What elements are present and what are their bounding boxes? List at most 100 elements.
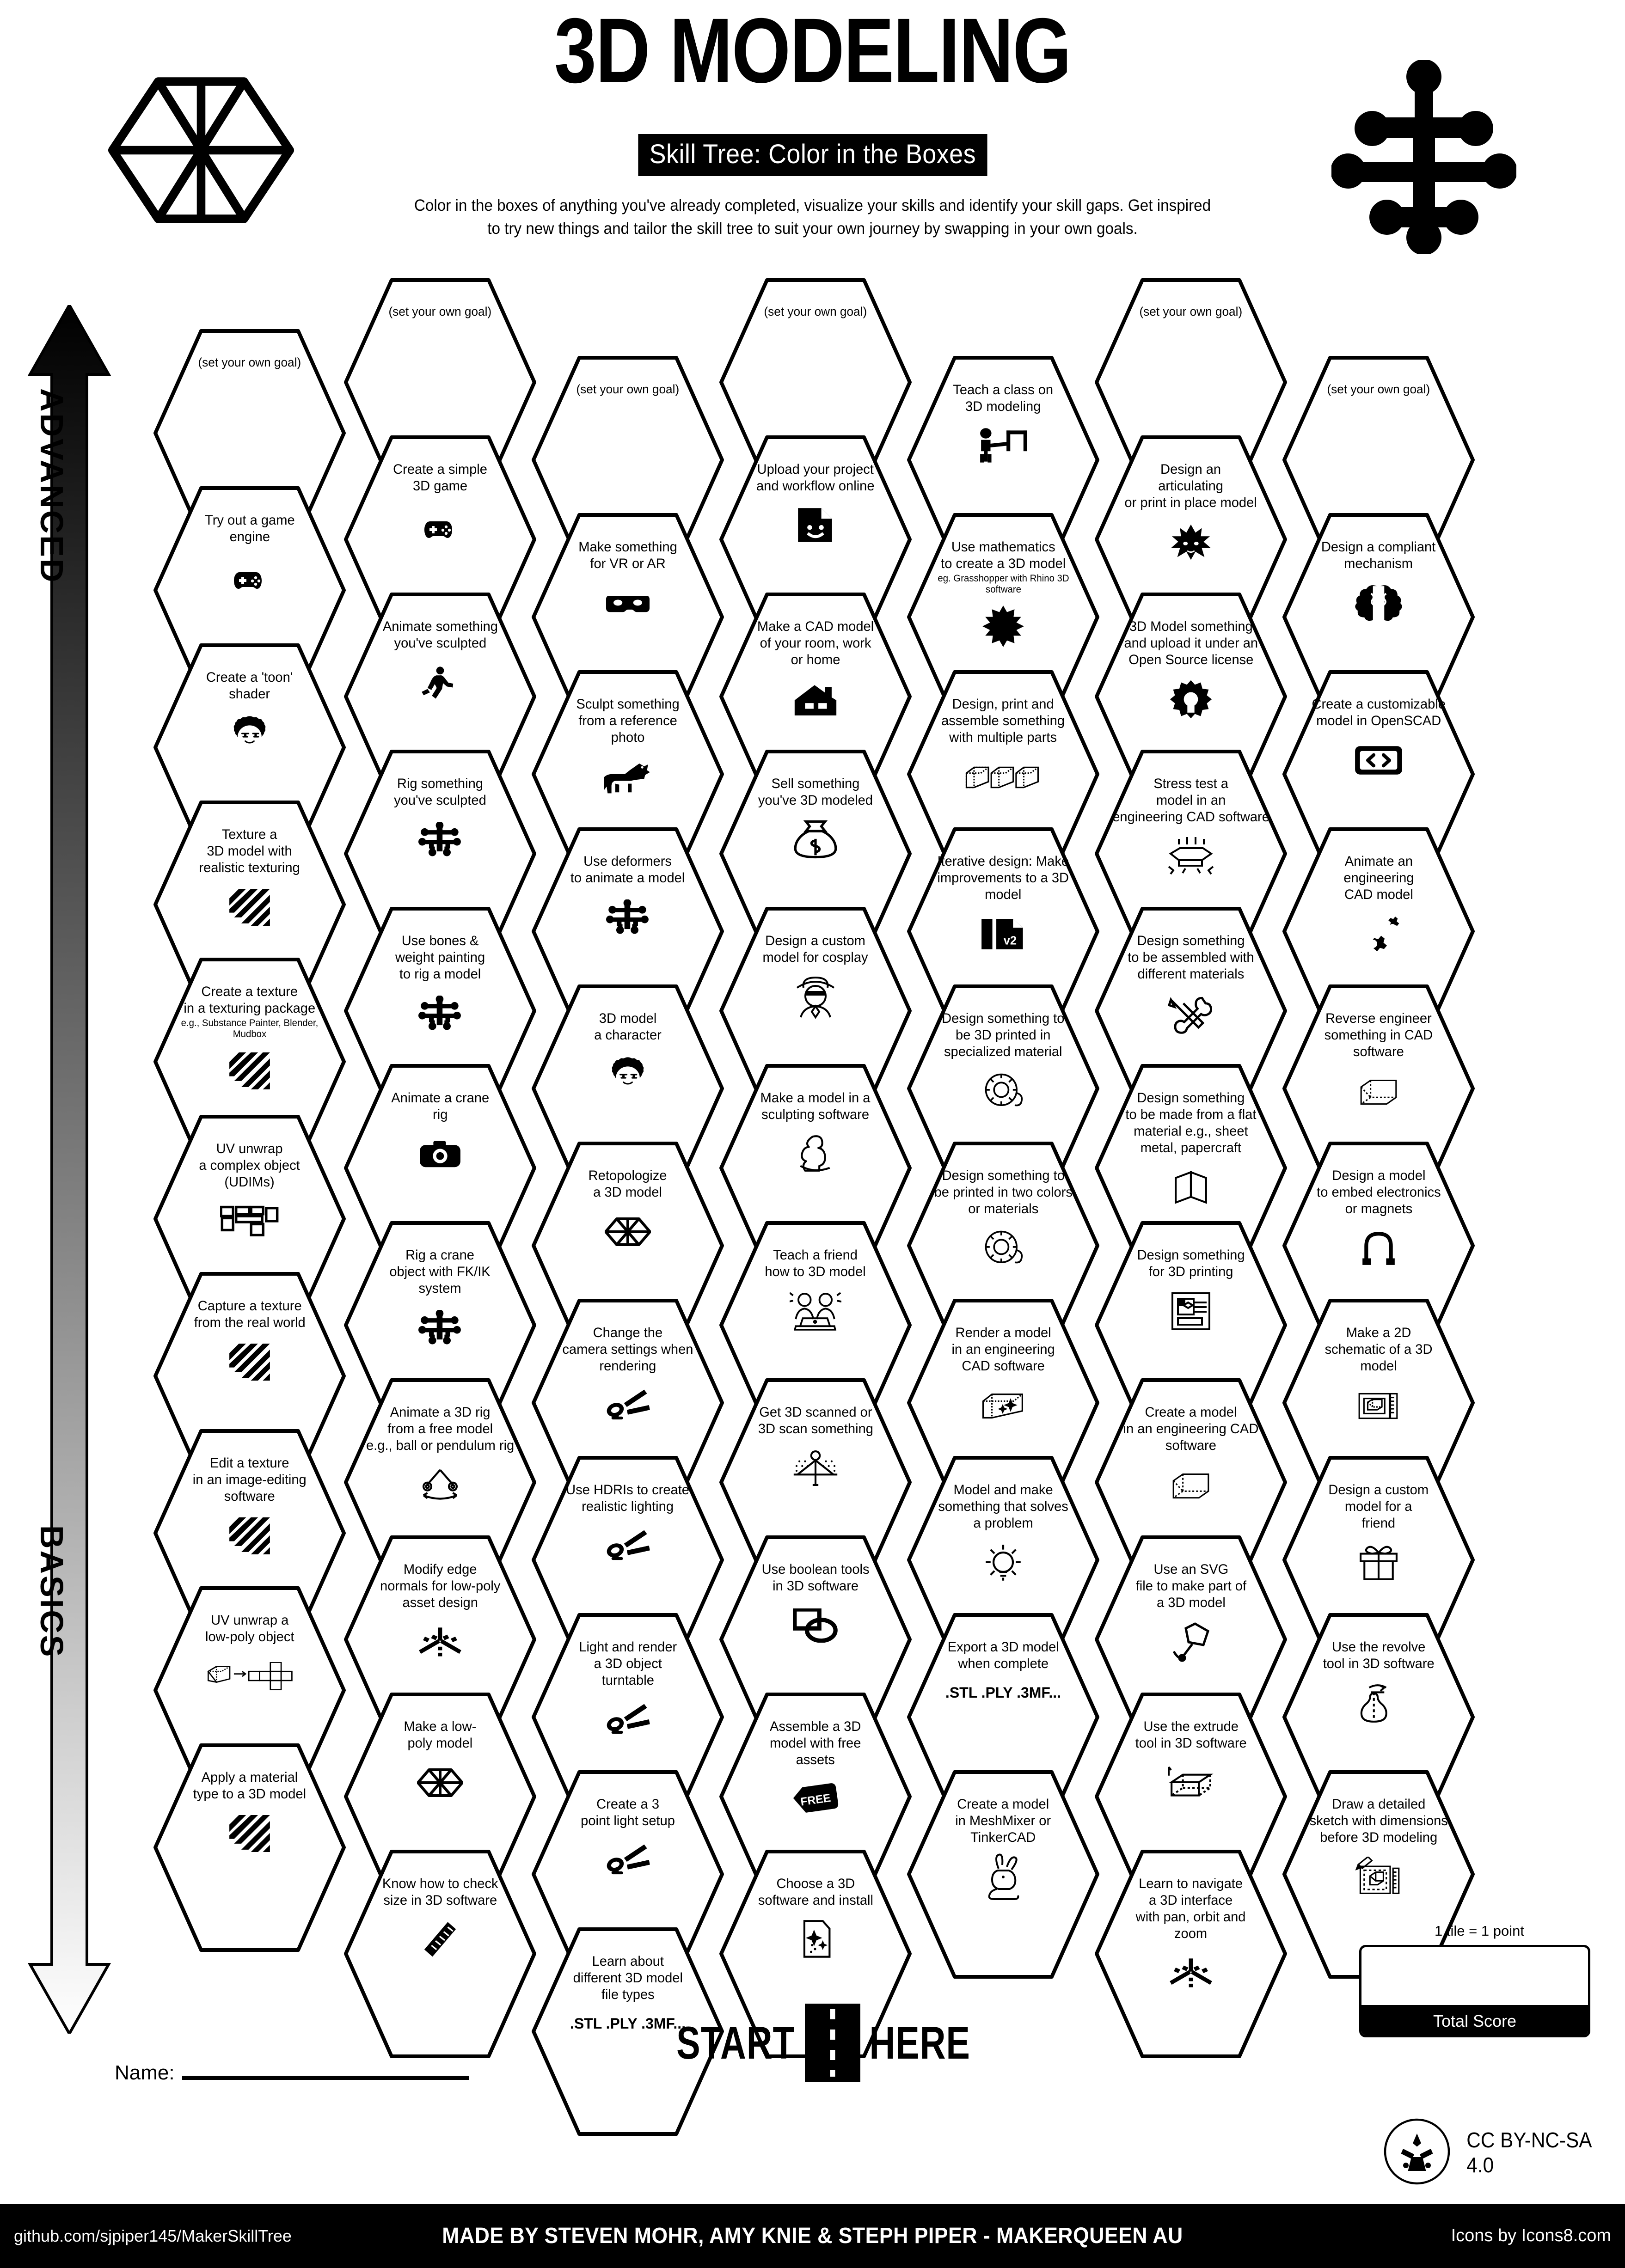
start-here-marker: START HERE (647, 2001, 999, 2085)
skill-tile-label: Animate something you've sculpted (382, 619, 498, 651)
skill-tile[interactable]: Edit a texture in an image-editing softwar… (153, 1428, 347, 1638)
skill-tile[interactable]: Design something to be 3D printed in speci… (906, 984, 1100, 1194)
studio-light-icon (604, 1694, 652, 1745)
license-block: CC BY-NC-SA 4.0 (1382, 2117, 1625, 2188)
skill-tile[interactable]: (set your own goal) (153, 328, 347, 538)
skill-tile-label: Design a model to embed electronics or mag… (1316, 1168, 1441, 1217)
skill-tile[interactable]: Design a compliant mechanism (1282, 512, 1476, 722)
skill-tile-label: Try out a game engine (204, 513, 295, 544)
studio-light-icon (604, 1835, 652, 1886)
skill-tile-label: Retopologize a 3D model (589, 1168, 667, 1200)
skill-tile[interactable]: 3D Model something and upload it under an… (1094, 592, 1288, 802)
gears-icon (1355, 909, 1402, 960)
name-field[interactable]: Name: (115, 2061, 469, 2085)
skill-tile[interactable]: Design, print and assemble something with … (906, 669, 1100, 880)
skill-tile-label: Create a texture in a texturing package (184, 984, 316, 1016)
wire-cube-icon (1357, 1066, 1400, 1117)
skill-tile[interactable]: Draw a detailed sketch with dimensions bef… (1282, 1769, 1476, 1980)
skill-tile[interactable]: Design something for 3D printing (1094, 1220, 1288, 1430)
skill-tile[interactable]: Learn to navigate a 3D interface with pan,… (1094, 1849, 1288, 2059)
skill-tile[interactable]: Reverse engineer something in CAD software (1282, 984, 1476, 1194)
skill-tile[interactable]: Teach a friend how to 3D model (718, 1220, 913, 1430)
skill-tile[interactable]: Use mathematics to create a 3D model eg. G… (906, 512, 1100, 722)
skill-tile-label: Assemble a 3D model with free assets (770, 1719, 861, 1767)
total-score-caption: Total Score (1361, 2005, 1588, 2035)
name-input-rule[interactable] (182, 2076, 469, 2080)
skill-tile-label: Make a CAD model of your room, work or hom… (757, 619, 874, 667)
pen-tool-icon (1170, 1617, 1212, 1668)
schematic-icon (1356, 1380, 1401, 1431)
skill-tile[interactable]: Apply a material type to a 3D model (153, 1742, 347, 1953)
skill-tile[interactable]: Create a model in MeshMixer or TinkerCAD (906, 1769, 1100, 1980)
skill-tile[interactable]: Design an articulating or print in place m… (1094, 434, 1288, 645)
footer-credits: MADE BY STEVEN MOHR, AMY KNIE & STEPH PI… (442, 2224, 1183, 2248)
footer-icon-credit[interactable]: Icons by Icons8.com (1451, 2226, 1611, 2245)
install-icon (797, 1914, 834, 1965)
file-types-text: .STL .PLY .3MF... (945, 1684, 1061, 1701)
footer-repo-link[interactable]: github.com/sjpiper145/MakerSkillTree (14, 2226, 292, 2245)
skill-tile[interactable]: Export a 3D model when complete .STL .PLY … (906, 1612, 1100, 1822)
skill-tile-label: Apply a material type to a 3D model (193, 1770, 307, 1802)
skill-tile-label: Iterative design: Make improvements to a … (937, 854, 1069, 902)
skill-tile-label: Make a model in a sculpting software (760, 1090, 871, 1122)
brain-icon (1355, 578, 1403, 629)
skill-tile-label: Choose a 3D software and install (758, 1876, 873, 1908)
skill-tile[interactable]: Animate an engineering CAD model (1282, 826, 1476, 1037)
skill-tile[interactable]: Stress test a model in an engineering CAD … (1094, 749, 1288, 959)
folded-sheet-icon (1170, 1162, 1212, 1213)
skill-tile-label: Design something to be assembled with diff… (1128, 933, 1254, 982)
skill-tile[interactable]: Design something to be printed in two col… (906, 1141, 1100, 1351)
skill-tile[interactable]: Choose a 3D software and install (718, 1849, 913, 2059)
filament-spool-icon (980, 1223, 1026, 1274)
skill-tile[interactable]: Use an SVG file to make part of a 3D model (1094, 1534, 1288, 1745)
difficulty-axis: ADVANCED BASICS (18, 302, 120, 2037)
code-screen-icon (1354, 735, 1403, 786)
skill-tile[interactable]: Use HDRIs to create realistic lighting (531, 1455, 725, 1665)
skill-tile-label: Make a 2D schematic of a 3D model (1325, 1325, 1433, 1374)
skill-tile[interactable]: Try out a game engine (153, 485, 347, 696)
skill-tile[interactable]: Design something to be made from a flat ma… (1094, 1063, 1288, 1273)
file-types-text: .STL .PLY .3MF... (570, 2015, 686, 2032)
skill-tile[interactable]: Create a texture in a texturing package e.… (153, 957, 347, 1167)
skill-tile-label: (set your own goal) (764, 305, 867, 318)
skill-tile[interactable]: Use deformers to animate a model (531, 826, 725, 1037)
total-score-box[interactable]: Total Score (1359, 1945, 1590, 2037)
name-label: Name: (115, 2061, 175, 2084)
skill-tile[interactable]: Design something to be assembled with diff… (1094, 906, 1288, 1116)
skill-tile-label: (set your own goal) (1327, 382, 1430, 396)
skill-tile-label: Create a model in MeshMixer or TinkerCAD (955, 1797, 1051, 1845)
skill-tile-label: Design, print and assemble something with … (941, 697, 1065, 745)
skill-tile-label: Teach a friend how to 3D model (765, 1247, 866, 1279)
skill-tile[interactable]: Use the extrude tool in 3D software (1094, 1692, 1288, 1902)
skill-tile[interactable]: Sell something you've 3D modeled (718, 749, 913, 959)
lowpoly-gem-icon (417, 1757, 463, 1808)
skill-tile[interactable]: Make a CAD model of your room, work or hom… (718, 592, 913, 802)
skill-tile[interactable]: Animate a 3D rig from a free model e.g., b… (343, 1377, 537, 1588)
skill-tile[interactable]: Model and make something that solves a pro… (906, 1455, 1100, 1665)
skill-tile[interactable]: Animate something you've sculpted (343, 592, 537, 802)
skill-tile-label: UV unwrap a complex object (UDIMs) (199, 1141, 300, 1190)
skill-tile[interactable]: Design a model to embed electronics or mag… (1282, 1141, 1476, 1351)
skill-tile[interactable]: Use the revolve tool in 3D software (1282, 1612, 1476, 1822)
normals-icon (1169, 1948, 1213, 1999)
skill-tile[interactable]: Change the camera settings when rendering (531, 1298, 725, 1508)
skill-tile[interactable]: Create a simple 3D game (343, 434, 537, 645)
skill-tile[interactable]: (set your own goal) (1094, 277, 1288, 488)
skill-tile-label: Create a simple 3D game (393, 462, 487, 494)
skill-tile-label: Use bones & weight painting to rig a model (395, 933, 485, 982)
skill-tile-label: Know how to check size in 3D software (382, 1876, 498, 1908)
skill-tile[interactable]: Make a 2D schematic of a 3D model (1282, 1298, 1476, 1508)
skill-tile[interactable]: Capture a texture from the real world (153, 1271, 347, 1481)
skill-tile[interactable]: Upload your project and workflow online (718, 434, 913, 645)
description-line-2: to try new things and tailor the skill t… (487, 219, 1138, 238)
skill-tile-label: Create a 3 point light setup (581, 1797, 675, 1828)
total-score-input[interactable] (1361, 1947, 1588, 2005)
skill-tile[interactable]: Get 3D scanned or 3D scan something (718, 1377, 913, 1588)
skill-tile[interactable]: Know how to check size in 3D software (343, 1849, 537, 2059)
skill-tile[interactable]: Learn about different 3D model file types.… (531, 1926, 725, 2137)
skill-tile[interactable]: Modify edge normals for low-poly asset des… (343, 1534, 537, 1745)
studio-light-icon (604, 1380, 652, 1431)
skill-tile[interactable]: Create a 'toon' shader (153, 642, 347, 853)
skill-tile-label: Reverse engineer something in CAD software (1324, 1011, 1433, 1059)
skill-tile-label: Animate a crane rig (391, 1090, 489, 1122)
